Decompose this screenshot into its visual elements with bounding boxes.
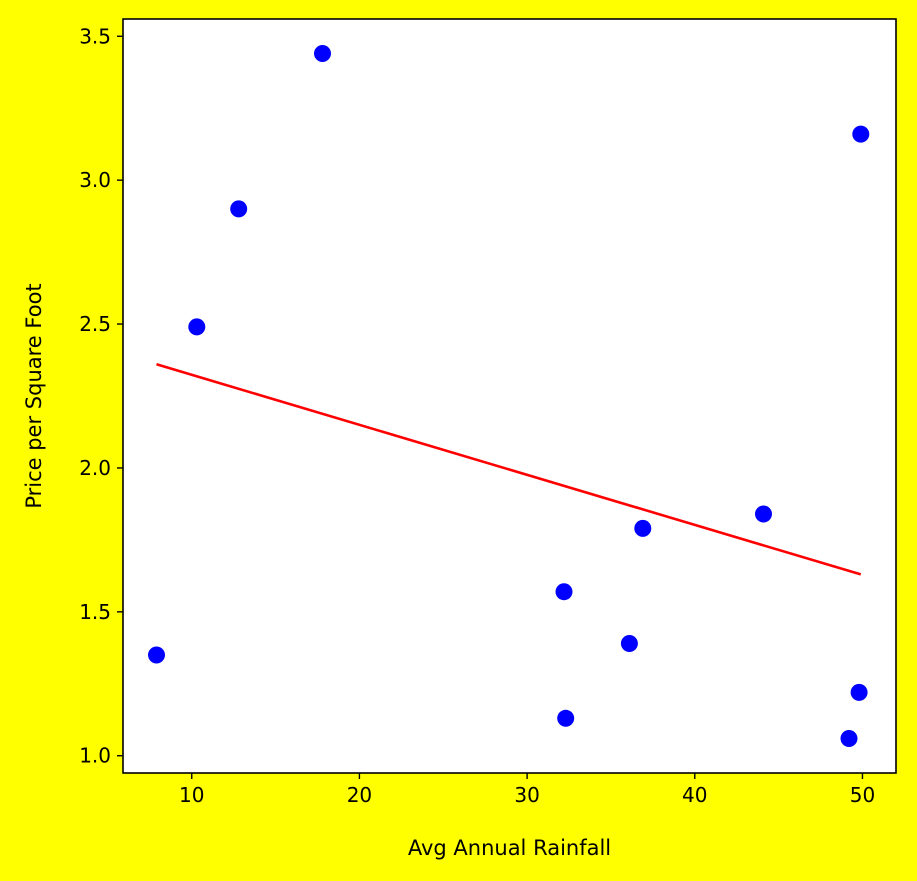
x-tick-label: 50 — [850, 783, 875, 807]
data-point — [850, 683, 868, 701]
y-tick-label: 3.5 — [79, 24, 111, 48]
x-tick-label: 40 — [682, 783, 707, 807]
y-axis-ticks: 1.0 1.5 2.0 2.5 3.0 3.5 — [79, 24, 123, 768]
y-axis-label: Price per Square Foot — [22, 283, 46, 508]
data-point — [840, 730, 858, 747]
data-point — [555, 583, 573, 601]
x-axis-ticks: 10 20 30 40 50 — [179, 773, 875, 807]
data-point — [314, 45, 331, 62]
plot-area — [123, 19, 896, 773]
data-point — [634, 519, 652, 537]
y-tick-label: 2.0 — [79, 456, 111, 480]
data-point — [852, 125, 870, 143]
y-tick-label: 2.5 — [79, 312, 111, 336]
x-tick-label: 30 — [514, 783, 539, 807]
y-tick-label: 3.0 — [79, 168, 111, 192]
x-tick-label: 20 — [347, 783, 372, 807]
data-point — [620, 635, 638, 652]
data-point — [755, 505, 772, 523]
data-point — [230, 200, 248, 218]
data-point — [148, 646, 165, 664]
data-point — [557, 709, 575, 727]
y-tick-label: 1.5 — [79, 600, 111, 624]
x-axis-label: Avg Annual Rainfall — [408, 836, 611, 860]
chart-marks — [148, 45, 870, 747]
plot-frame — [122, 18, 897, 774]
y-tick-label: 1.0 — [79, 744, 111, 768]
data-point — [188, 318, 206, 336]
x-tick-label: 10 — [179, 783, 204, 807]
trend-line — [156, 363, 862, 576]
